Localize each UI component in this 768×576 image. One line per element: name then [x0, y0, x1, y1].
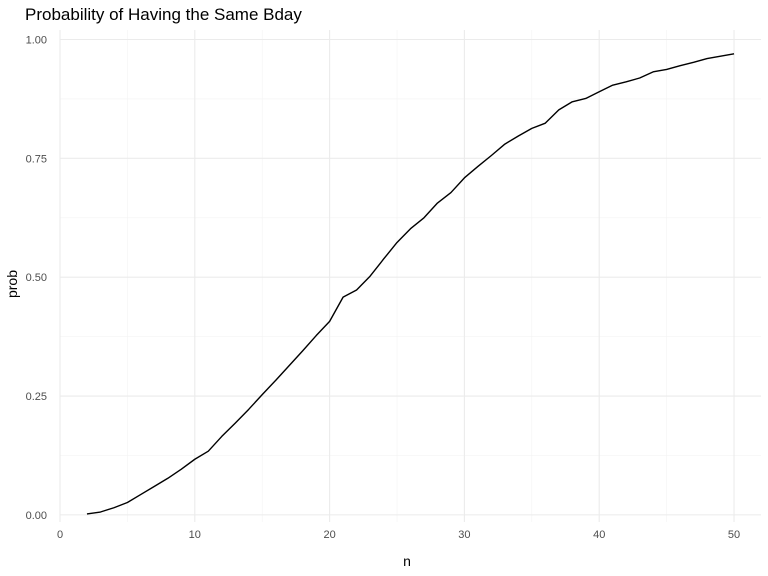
x-tick-label: 20 — [323, 529, 335, 541]
y-axis-title: prob — [4, 270, 20, 298]
chart-title: Probability of Having the Same Bday — [25, 5, 302, 24]
y-tick-label: 0.50 — [26, 272, 47, 284]
series-line — [86, 53, 735, 515]
y-tick-label: 0.75 — [26, 153, 47, 165]
minor-gridlines — [60, 30, 761, 522]
y-axis-ticks: 0.00 0.25 0.50 0.75 1.00 — [26, 35, 47, 522]
y-tick-label: 1.00 — [26, 35, 47, 47]
y-tick-label: 0.00 — [26, 510, 47, 522]
x-tick-label: 50 — [728, 529, 740, 541]
y-tick-label: 0.25 — [26, 391, 47, 403]
x-tick-label: 40 — [593, 529, 605, 541]
x-axis-title: n — [403, 553, 411, 569]
x-tick-label: 0 — [57, 529, 63, 541]
major-gridlines — [59, 30, 761, 522]
x-axis-ticks: 0 10 20 30 40 50 — [57, 529, 740, 541]
x-tick-label: 30 — [458, 529, 470, 541]
series-layer — [86, 53, 735, 515]
x-tick-label: 10 — [189, 529, 201, 541]
